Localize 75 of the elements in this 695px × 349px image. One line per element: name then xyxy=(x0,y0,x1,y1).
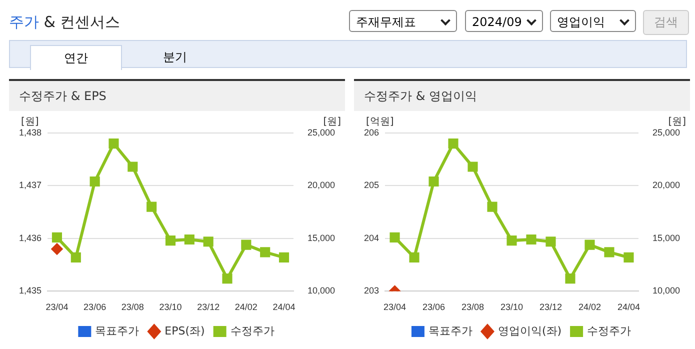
chart-title: 수정주가 & 영업이익 xyxy=(354,81,690,111)
point xyxy=(409,252,420,262)
legend-label: 영업이익(좌) xyxy=(498,324,562,338)
y2-tick-label: 20,000 xyxy=(307,180,336,190)
text: 2024/09 xyxy=(472,15,522,29)
x-tick-label: 23/10 xyxy=(159,302,182,312)
x-tick-label: 23/04 xyxy=(384,302,406,312)
point xyxy=(428,176,439,187)
point xyxy=(222,274,232,284)
y-tick-label: 1,436 xyxy=(18,232,42,243)
text: 검색 xyxy=(643,10,689,35)
point xyxy=(203,236,214,247)
x-tick-label: 23/10 xyxy=(500,302,524,312)
point xyxy=(165,236,176,246)
x-tick-label: 23/06 xyxy=(422,302,446,312)
x-tick-label: 24/04 xyxy=(617,302,640,312)
point xyxy=(565,274,576,284)
y2-tick-label: 25,000 xyxy=(652,127,680,138)
point xyxy=(241,240,252,250)
y-tick-label: 205 xyxy=(364,180,380,190)
x-tick-label: 24/04 xyxy=(272,302,296,312)
x-tick-label: 23/04 xyxy=(46,302,68,312)
point xyxy=(546,236,556,247)
point xyxy=(128,162,138,172)
point xyxy=(260,247,270,258)
point xyxy=(468,162,478,172)
y-tick-label: 204 xyxy=(364,232,380,243)
x-tick-label: 23/06 xyxy=(84,302,106,312)
point xyxy=(108,138,119,149)
point xyxy=(584,240,595,250)
point xyxy=(526,234,536,245)
y-tick-label: 1,437 xyxy=(18,180,42,190)
legend-label: 목표주가 xyxy=(428,324,472,338)
point xyxy=(624,252,634,262)
y2-tick-label: 15,000 xyxy=(307,232,336,243)
legend-label: 목표주가 xyxy=(95,324,140,338)
y2-tick-label: 10,000 xyxy=(307,286,336,296)
x-tick-label: 23/08 xyxy=(461,302,484,312)
point xyxy=(70,252,81,262)
text: 연간 xyxy=(30,45,122,70)
point xyxy=(506,236,517,246)
legend-label: EPS(좌) xyxy=(164,324,205,338)
y2-axis-title: [원] xyxy=(323,116,342,128)
y2-tick-label: 15,000 xyxy=(652,232,680,243)
text: 주가 & 컨센서스 xyxy=(9,13,120,32)
y2-axis-title: [원] xyxy=(668,116,686,128)
text: 영업이익 xyxy=(557,15,605,29)
y-tick-label: 1,435 xyxy=(18,286,42,296)
text: 분기 xyxy=(162,49,188,66)
x-tick-label: 23/12 xyxy=(197,302,220,312)
y2-tick-label: 25,000 xyxy=(307,127,336,138)
text: 주재무제표 xyxy=(356,15,416,29)
y2-tick-label: 10,000 xyxy=(652,286,680,296)
point xyxy=(90,176,100,187)
y2-tick-label: 20,000 xyxy=(652,180,680,190)
x-tick-label: 23/08 xyxy=(121,302,144,312)
point xyxy=(487,202,498,212)
point xyxy=(390,232,400,242)
legend-label: 수정주가 xyxy=(230,324,274,338)
point xyxy=(448,138,458,149)
y-tick-label: 203 xyxy=(364,286,380,296)
x-tick-label: 24/02 xyxy=(578,302,601,312)
x-tick-label: 24/02 xyxy=(234,302,258,312)
y-axis-title: [원] xyxy=(21,116,39,128)
point xyxy=(146,202,157,212)
y-axis-title: [억원] xyxy=(366,116,394,128)
legend-label: 수정주가 xyxy=(587,324,632,338)
point xyxy=(184,234,194,245)
point xyxy=(278,252,290,262)
y-tick-label: 206 xyxy=(364,127,380,138)
point xyxy=(604,247,614,258)
chart-title: 수정주가 & EPS xyxy=(9,81,345,111)
x-tick-label: 23/12 xyxy=(539,302,562,312)
point xyxy=(52,232,62,242)
y-tick-label: 1,438 xyxy=(18,127,42,138)
